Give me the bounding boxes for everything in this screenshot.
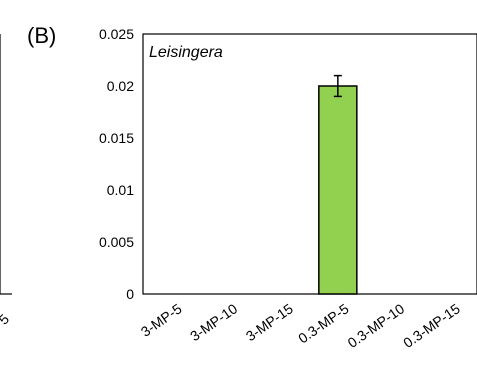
- error-bar: [333, 74, 342, 98]
- chart-title: Leisingera: [149, 44, 223, 61]
- x-tick-label: 3-MP-10: [187, 300, 240, 344]
- y-tick-label: 0.01: [107, 182, 134, 198]
- x-tick-label: 0.3-MP-10: [345, 300, 408, 351]
- y-tick-label: 0.025: [99, 26, 134, 42]
- left-panel-fragment: 5: [0, 34, 12, 328]
- x-tick-label: 3-MP-15: [243, 300, 296, 344]
- x-tick-label: 3-MP-5: [138, 300, 185, 340]
- y-tick-label: 0: [126, 286, 134, 302]
- x-axis: 3-MP-5 3-MP-10 3-MP-15 0.3-MP-50.3-MP-100.3…: [138, 300, 463, 351]
- y-tick-label: 0.005: [99, 234, 134, 250]
- x-tick-label: 0.3-MP-15: [400, 300, 463, 351]
- y-axis: 0 0.005 0.01 0.015 0.02 0.025: [99, 26, 134, 302]
- panel-label: (B): [27, 23, 56, 48]
- plot-frame: [142, 33, 477, 295]
- x-tick-label: 0.3-MP-5: [295, 300, 352, 346]
- y-tick-label: 0.02: [107, 78, 134, 94]
- left-panel-tick-label: 5: [0, 311, 12, 328]
- bars: [318, 74, 358, 295]
- bar: [318, 85, 358, 295]
- y-tick-label: 0.015: [99, 130, 134, 146]
